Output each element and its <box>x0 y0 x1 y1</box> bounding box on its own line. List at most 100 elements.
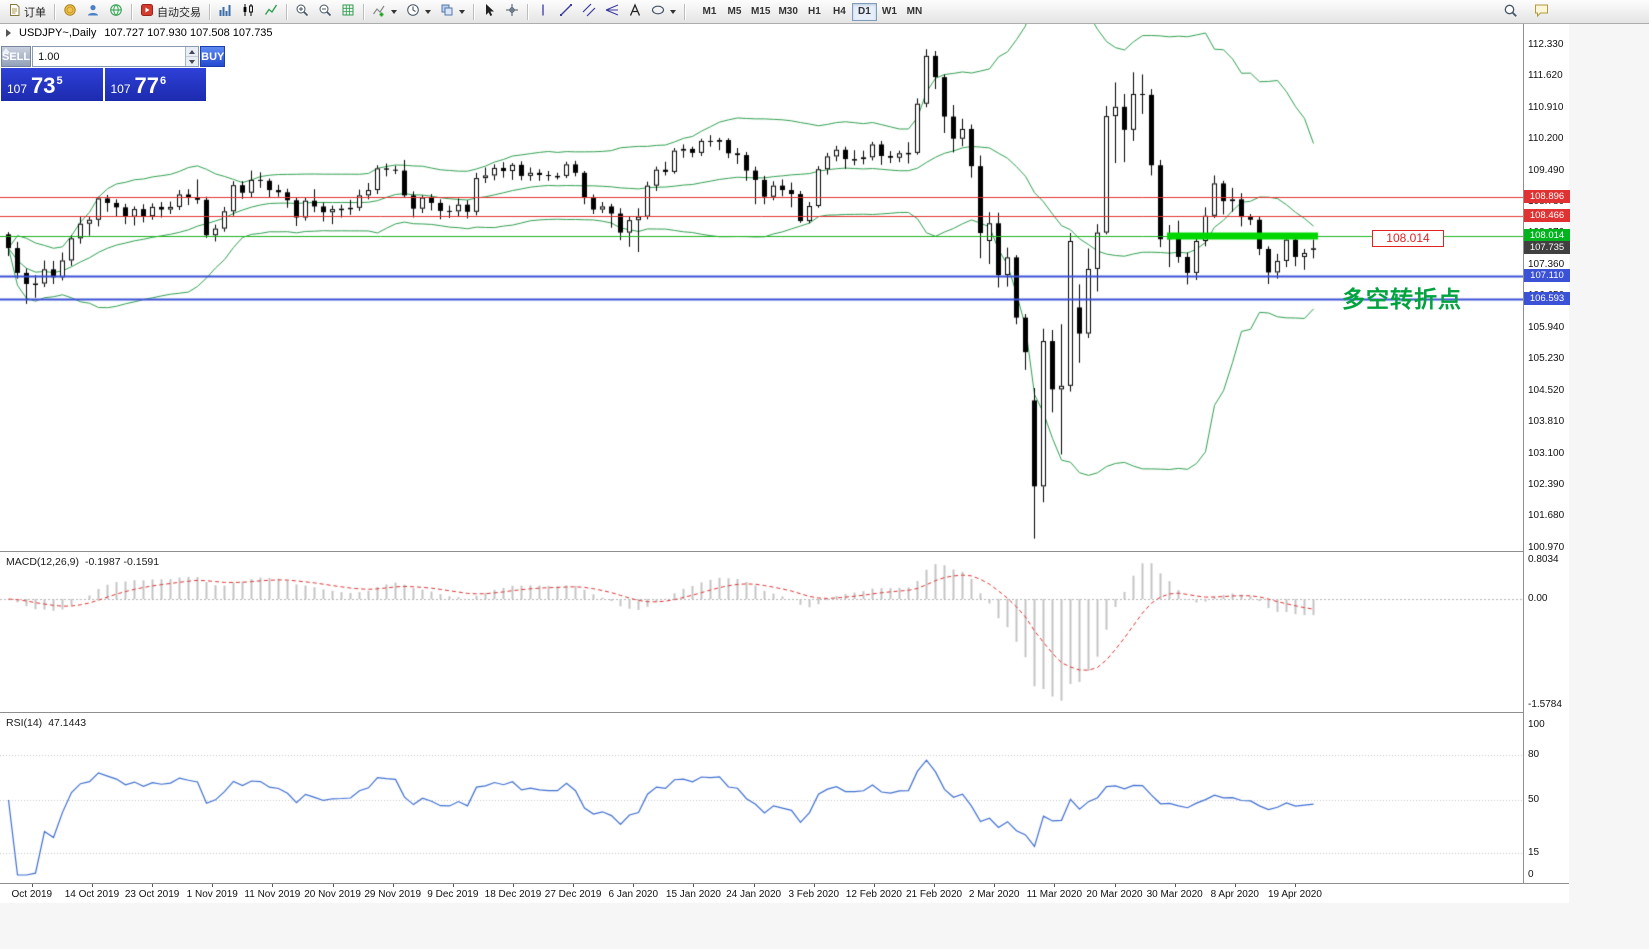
time-axis[interactable]: Oct 2019 14 Oct 2019 23 Oct 2019 1 Nov 2019… <box>0 883 1569 903</box>
indicators-button[interactable] <box>368 2 401 22</box>
text-tool-button[interactable] <box>624 2 646 22</box>
chat-button[interactable] <box>1530 2 1553 22</box>
price-tag: 108.896 <box>1524 189 1570 203</box>
chart-marker-icon <box>6 29 11 37</box>
terminal-button[interactable] <box>105 2 127 22</box>
buy-button[interactable]: BUY <box>200 46 226 67</box>
zoom-out-button[interactable] <box>314 2 336 22</box>
price-axis[interactable]: 112.330111.620110.910110.200109.490108.7… <box>1523 24 1570 883</box>
rsi-name: RSI(14) <box>6 717 43 729</box>
vertical-line-icon <box>536 3 550 20</box>
auto-trading-label: 自动交易 <box>157 6 201 19</box>
panel-separator[interactable] <box>0 551 1569 552</box>
tf-button-w1[interactable]: W1 <box>877 3 902 21</box>
cn-annotation[interactable]: 多空转折点 <box>1342 286 1462 312</box>
dropdown-caret-icon <box>391 9 397 14</box>
tf-button-m15[interactable]: M15 <box>747 3 774 21</box>
date-tick <box>1114 884 1116 887</box>
date-axis-label: 6 Jan 2020 <box>608 889 659 900</box>
cursor-tool-button[interactable] <box>478 2 500 22</box>
zoom-in-icon <box>295 3 309 20</box>
buy-price-display[interactable]: 107 77 6 <box>104 68 206 101</box>
sell-button[interactable]: SELL <box>1 46 32 67</box>
dropdown-caret-icon <box>459 9 465 14</box>
rsi-value: 47.1443 <box>48 717 87 729</box>
trendline-tool-button[interactable] <box>555 2 577 22</box>
sell-price-pip: 5 <box>56 75 63 87</box>
macd-axis-label: 0.00 <box>1528 593 1548 605</box>
volume-field[interactable] <box>32 46 200 67</box>
date-axis-label: Oct 2019 <box>11 889 53 900</box>
sell-price-main: 107 <box>7 81 28 96</box>
date-axis-label: 30 Mar 2020 <box>1146 889 1203 900</box>
panel-separator[interactable] <box>0 712 1569 713</box>
dropdown-caret-icon <box>670 9 676 14</box>
tf-button-d1[interactable]: D1 <box>851 2 877 21</box>
templates-button[interactable] <box>436 2 469 22</box>
line-chart-mode-button[interactable] <box>260 2 282 22</box>
macd-values: -0.1987 -0.1591 <box>84 556 160 568</box>
price-axis-label: 103.810 <box>1528 416 1565 428</box>
price-tag: 107.735 <box>1524 241 1570 255</box>
search-button[interactable] <box>1499 2 1522 22</box>
new-order-button[interactable]: 订单 <box>4 2 50 22</box>
vertical-line-tool-button[interactable] <box>532 2 554 22</box>
date-tick <box>513 884 514 887</box>
tf-button-mn[interactable]: MN <box>902 3 927 21</box>
bar-chart-mode-button[interactable] <box>214 2 236 22</box>
sell-price-display[interactable]: 107 73 5 <box>1 68 103 101</box>
macd-indicator-canvas[interactable] <box>0 552 1523 712</box>
chart-title: USDJPY~,Daily 107.727 107.930 107.508 10… <box>6 27 273 39</box>
new-order-label: 订单 <box>24 6 46 19</box>
auto-trading-button[interactable]: 自动交易 <box>136 2 205 22</box>
main-chart-canvas[interactable] <box>0 24 1523 551</box>
buy-price-big: 77 <box>134 73 160 99</box>
date-tick <box>753 884 755 887</box>
navigator-button[interactable] <box>82 2 104 22</box>
timeframe-bar: M1 M5 M15 M30 H1 H4 D1 W1 MN <box>697 2 927 21</box>
market-watch-icon <box>63 3 77 20</box>
date-tick <box>1234 884 1236 887</box>
window-bottom-filler <box>0 903 1569 949</box>
date-axis-label: 14 Oct 2019 <box>64 889 120 900</box>
level-price-label[interactable]: 108.014 <box>1372 230 1444 247</box>
date-tick <box>934 884 936 887</box>
toolbar-separator <box>131 3 132 20</box>
volume-input[interactable] <box>33 47 186 66</box>
rsi-axis-label: 100 <box>1528 719 1545 730</box>
date-tick <box>873 884 875 887</box>
zoom-in-button[interactable] <box>291 2 313 22</box>
tf-button-h4[interactable]: H4 <box>827 3 852 21</box>
market-watch-button[interactable] <box>59 2 81 22</box>
date-axis-label: 9 Dec 2019 <box>427 889 479 900</box>
strategy-tester-button[interactable] <box>337 2 359 22</box>
auto-trading-icon <box>140 3 154 20</box>
candlestick-mode-button[interactable] <box>237 2 259 22</box>
date-tick <box>1294 884 1296 887</box>
volume-decrease-button[interactable] <box>186 57 199 66</box>
channel-tool-button[interactable] <box>578 2 600 22</box>
tf-button-h1[interactable]: H1 <box>802 3 827 21</box>
date-axis-label: 20 Nov 2019 <box>304 889 361 900</box>
crosshair-tool-button[interactable] <box>501 2 523 22</box>
price-axis-label: 105.230 <box>1528 353 1565 365</box>
price-axis-label: 110.200 <box>1528 133 1564 145</box>
date-tick <box>573 884 575 887</box>
terminal-icon <box>109 3 123 20</box>
shapes-tool-button[interactable] <box>647 2 680 22</box>
spinner-down-icon <box>189 59 196 64</box>
rsi-indicator-canvas[interactable] <box>0 713 1523 883</box>
volume-increase-button[interactable] <box>186 47 199 57</box>
tf-button-m5[interactable]: M5 <box>722 3 747 21</box>
date-axis-label: 12 Feb 2020 <box>845 889 902 900</box>
tf-button-m30[interactable]: M30 <box>774 3 801 21</box>
price-axis-label: 109.490 <box>1528 164 1565 176</box>
one-click-collapse-button[interactable] <box>2 48 10 53</box>
date-axis-label: 2 Mar 2020 <box>968 889 1020 900</box>
cursor-icon <box>482 3 496 20</box>
navigator-icon <box>86 3 100 20</box>
fibonacci-tool-button[interactable] <box>601 2 623 22</box>
tf-button-m1[interactable]: M1 <box>697 3 722 21</box>
periods-button[interactable] <box>402 2 435 22</box>
grid-icon <box>341 3 355 20</box>
